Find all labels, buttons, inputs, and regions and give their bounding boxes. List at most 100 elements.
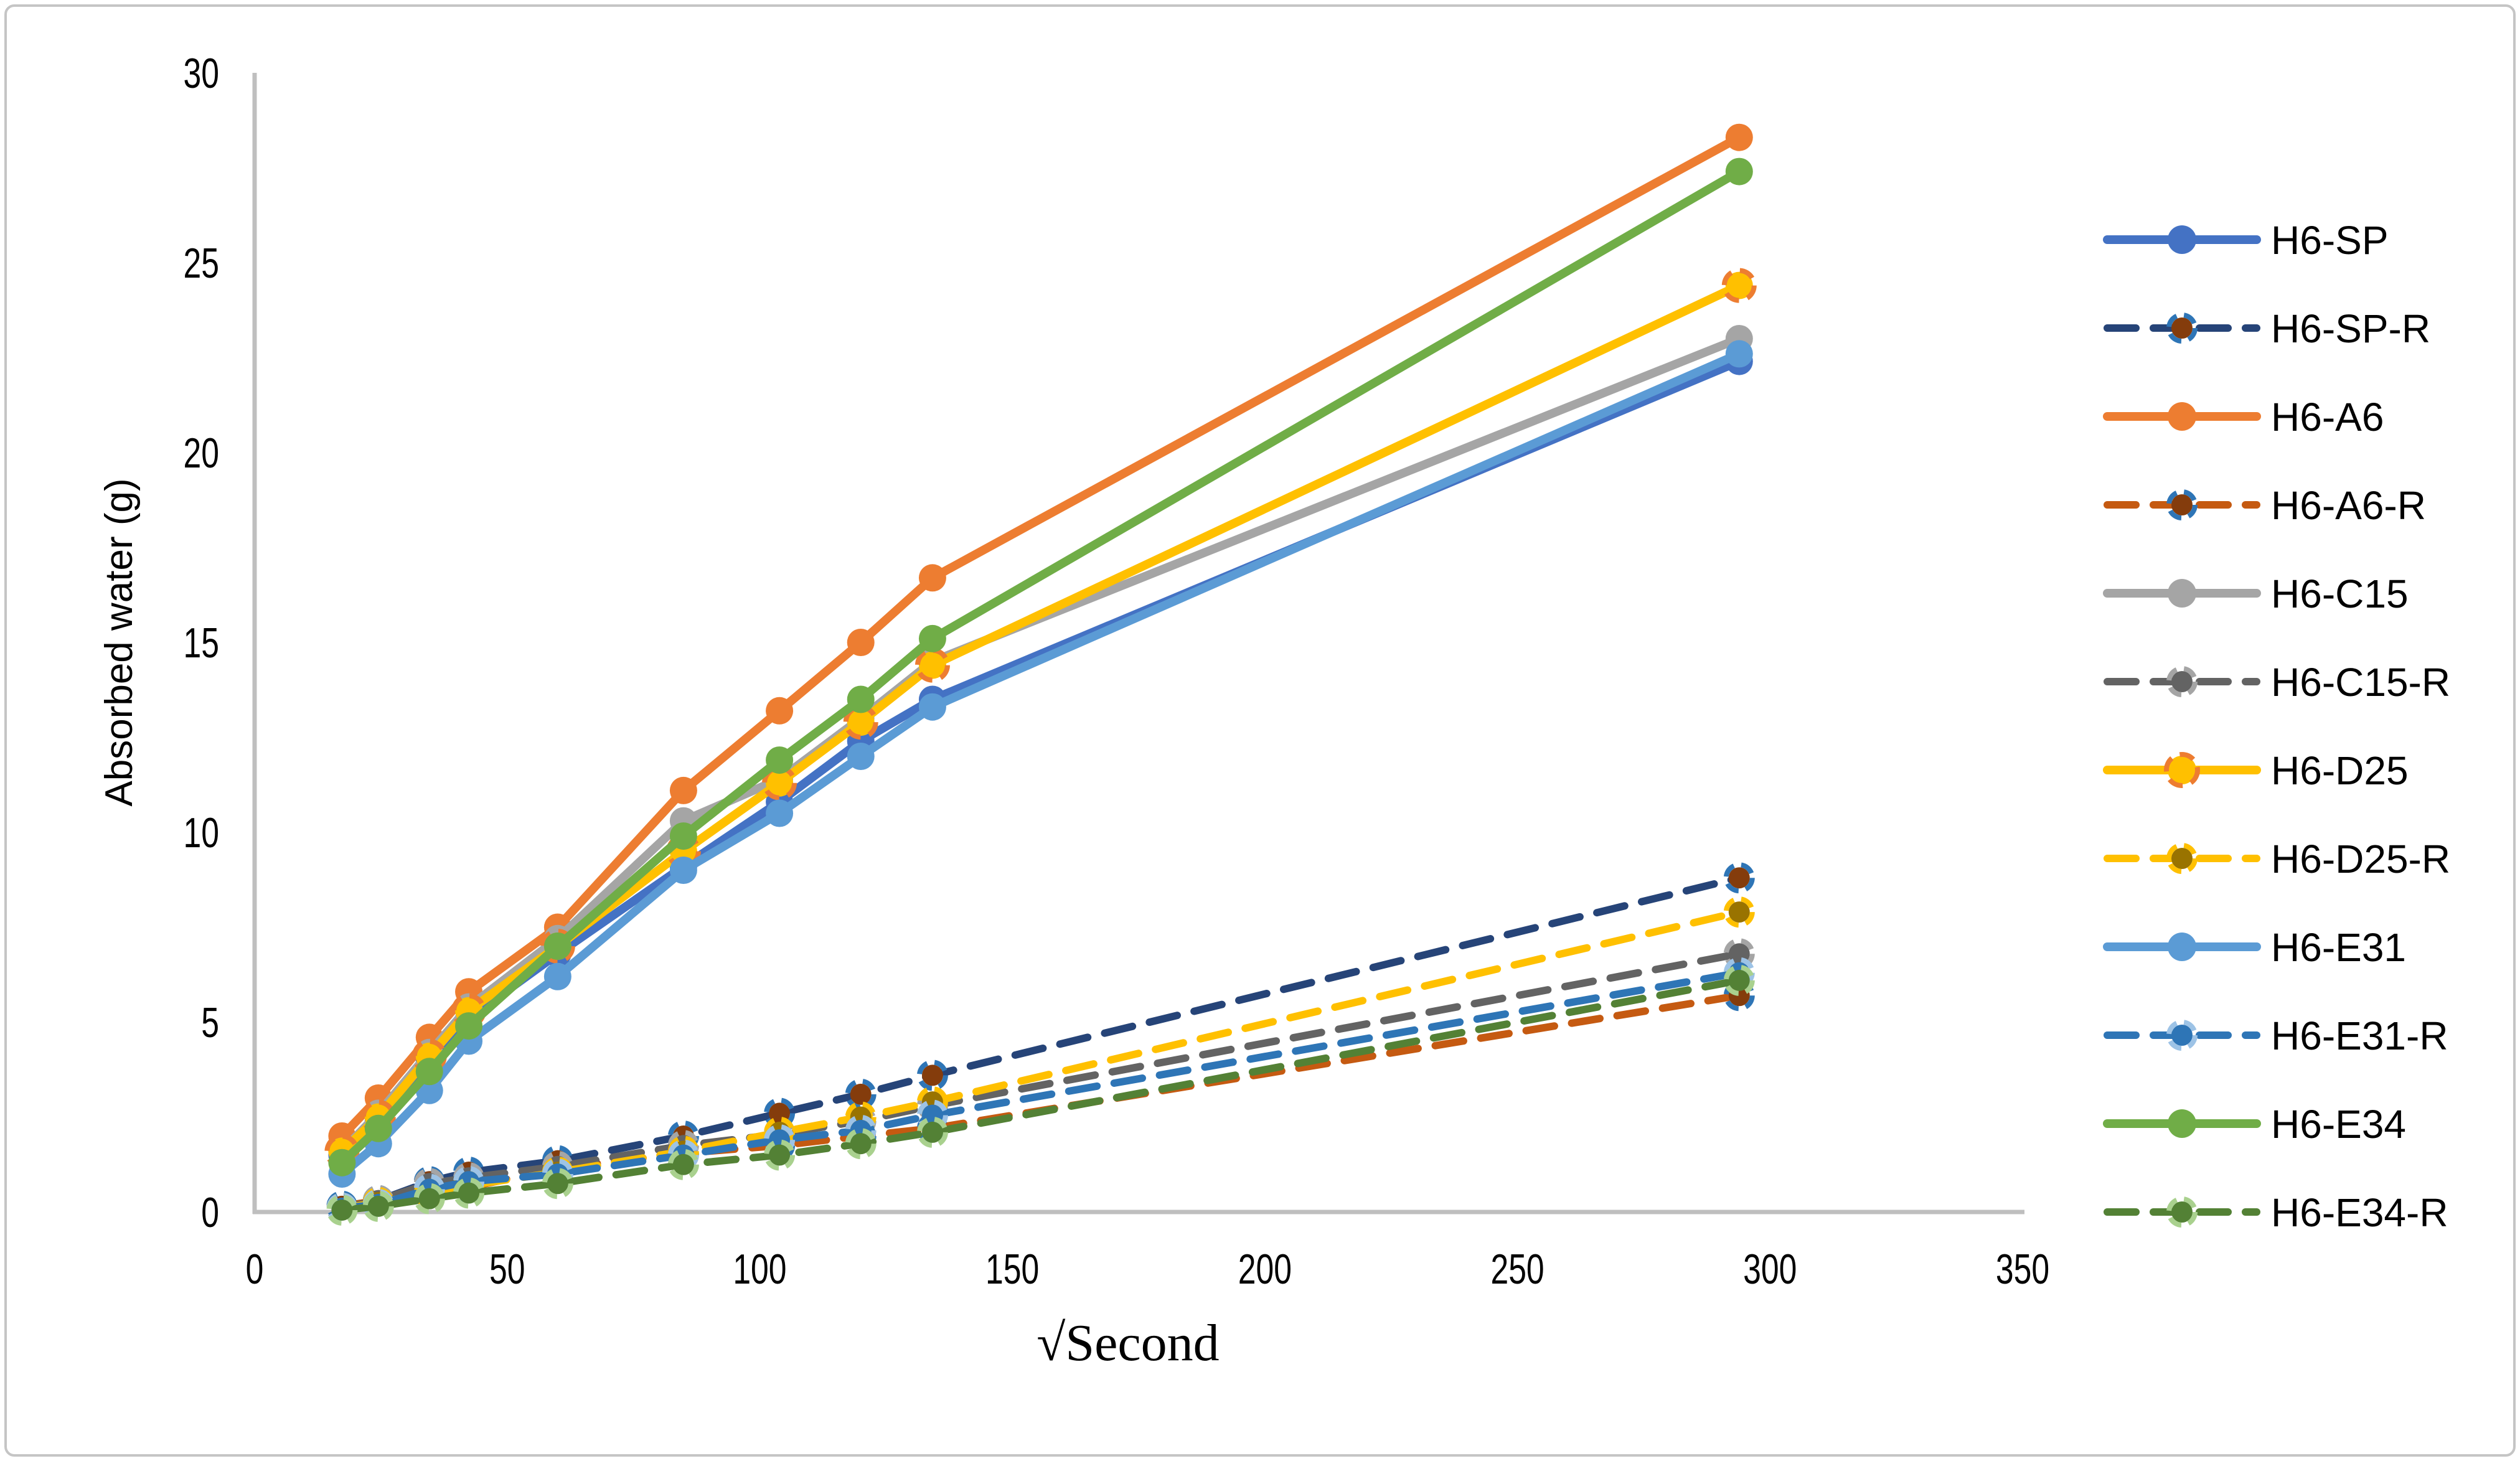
data-point-marker bbox=[458, 1182, 480, 1204]
data-point-marker-ring bbox=[764, 1124, 796, 1156]
series-line bbox=[337, 167, 1744, 1167]
data-point-marker-ring bbox=[916, 1099, 948, 1131]
data-point-marker bbox=[669, 776, 697, 804]
data-point-marker bbox=[918, 651, 946, 679]
data-point-marker bbox=[331, 1199, 353, 1221]
legend-marker bbox=[2171, 848, 2193, 869]
data-point-marker bbox=[766, 697, 794, 725]
legend-marker bbox=[2168, 225, 2196, 254]
data-point-marker bbox=[455, 1012, 483, 1040]
data-point-marker-ring bbox=[916, 1086, 948, 1118]
data-point-marker bbox=[850, 1083, 872, 1105]
legend-marker-ring bbox=[2166, 1020, 2198, 1051]
data-point-marker bbox=[669, 857, 697, 884]
data-point-marker bbox=[766, 799, 794, 827]
legend-marker bbox=[2168, 933, 2196, 961]
legend-label: H6-D25 bbox=[2271, 748, 2409, 793]
data-point-marker bbox=[847, 685, 875, 713]
legend-label: H6-E31 bbox=[2271, 925, 2406, 970]
legend-label: H6-A6 bbox=[2271, 395, 2384, 439]
y-tick-label: 25 bbox=[184, 239, 219, 287]
legend-item-H6-SP-R: H6-SP-R bbox=[2104, 306, 2430, 351]
legend-marker bbox=[2171, 317, 2193, 339]
data-point-marker bbox=[1725, 123, 1753, 151]
data-point-marker-ring bbox=[762, 765, 797, 801]
plot-area bbox=[324, 123, 1757, 1226]
data-point-marker-ring bbox=[667, 1135, 699, 1167]
data-point-marker bbox=[1725, 157, 1753, 186]
data-point-marker bbox=[918, 693, 946, 721]
x-axis-ticks: 0 50 100 150 200 250 300 350 bbox=[246, 1245, 2049, 1293]
data-point-marker bbox=[1728, 969, 1750, 991]
legend-item-H6-E34-R: H6-E34-R bbox=[2104, 1190, 2448, 1235]
legend-label: H6-E34-R bbox=[2271, 1190, 2448, 1235]
series-line bbox=[337, 357, 1744, 1160]
x-tick-label: 200 bbox=[1238, 1245, 1292, 1293]
series-H6-E34 bbox=[328, 157, 1753, 1177]
legend-item-H6-D25: H6-D25 bbox=[2103, 748, 2409, 793]
y-tick-label: 10 bbox=[184, 809, 219, 857]
data-point-marker bbox=[847, 629, 875, 656]
legend: H6-SP H6-SP-R H6-A6 H6-A6-R H6-C15 H6-C15-R H6… bbox=[2103, 218, 2450, 1235]
data-point-marker bbox=[1725, 340, 1753, 368]
legend-marker-ring bbox=[2166, 1196, 2198, 1228]
legend-item-H6-C15: H6-C15 bbox=[2103, 571, 2409, 616]
legend-label: H6-E34 bbox=[2271, 1102, 2406, 1147]
legend-item-H6-A6: H6-A6 bbox=[2103, 395, 2384, 439]
legend-label: H6-A6-R bbox=[2271, 483, 2426, 528]
data-point-marker bbox=[850, 1133, 872, 1155]
data-point-marker bbox=[669, 822, 697, 850]
legend-marker bbox=[2168, 402, 2196, 431]
legend-item-H6-SP: H6-SP bbox=[2103, 218, 2389, 263]
legend-marker-ring bbox=[2166, 843, 2198, 874]
data-point-marker bbox=[364, 1114, 392, 1142]
data-point-marker bbox=[543, 933, 571, 960]
data-point-marker-ring bbox=[1723, 938, 1755, 970]
data-point-marker bbox=[921, 1121, 943, 1143]
legend-marker bbox=[2171, 1025, 2193, 1046]
legend-marker bbox=[2168, 579, 2196, 608]
data-point-marker-ring bbox=[540, 929, 575, 964]
data-point-marker-ring bbox=[453, 1177, 485, 1209]
legend-label: H6-SP-R bbox=[2271, 306, 2430, 351]
legend-marker bbox=[2171, 494, 2193, 515]
data-point-marker bbox=[769, 1144, 791, 1166]
data-point-marker bbox=[918, 624, 946, 652]
legend-label: H6-D25-R bbox=[2271, 837, 2450, 881]
data-point-marker bbox=[921, 1064, 943, 1086]
data-point-marker bbox=[918, 564, 946, 592]
x-axis-title: √Second bbox=[1037, 1314, 1219, 1372]
legend-item-H6-D25-R: H6-D25-R bbox=[2104, 837, 2450, 881]
legend-marker bbox=[2168, 1109, 2196, 1138]
x-tick-label: 250 bbox=[1490, 1245, 1544, 1293]
x-tick-label: 100 bbox=[733, 1245, 786, 1293]
y-tick-label: 15 bbox=[184, 619, 219, 667]
x-tick-label: 0 bbox=[246, 1245, 264, 1293]
data-point-marker-ring bbox=[413, 1183, 445, 1214]
x-tick-label: 300 bbox=[1743, 1245, 1797, 1293]
data-point-marker-ring bbox=[845, 1128, 877, 1160]
series-H6-E31 bbox=[328, 340, 1753, 1188]
legend-item-H6-A6-R: H6-A6-R bbox=[2104, 483, 2426, 528]
data-point-marker-ring bbox=[1721, 268, 1757, 303]
data-point-marker-ring bbox=[1723, 896, 1755, 928]
data-point-marker-ring bbox=[413, 1173, 445, 1205]
data-point-marker bbox=[766, 746, 794, 774]
series-line bbox=[338, 969, 1743, 1212]
legend-label: H6-C15-R bbox=[2271, 660, 2450, 705]
data-point-marker-ring bbox=[845, 1114, 877, 1146]
data-point-marker bbox=[847, 708, 875, 736]
data-point-marker bbox=[1728, 867, 1750, 889]
series-line bbox=[338, 976, 1743, 1214]
legend-marker-ring bbox=[2166, 312, 2198, 344]
data-point-marker-ring bbox=[1723, 964, 1755, 996]
x-tick-label: 150 bbox=[985, 1245, 1039, 1293]
data-point-marker-ring bbox=[1723, 980, 1755, 1012]
data-point-marker-ring bbox=[542, 1168, 573, 1200]
legend-item-H6-C15-R: H6-C15-R bbox=[2104, 660, 2450, 705]
legend-marker bbox=[2171, 1201, 2193, 1223]
legend-marker-ring bbox=[2166, 666, 2198, 697]
x-tick-label: 350 bbox=[1996, 1245, 2049, 1293]
data-point-marker bbox=[847, 743, 875, 770]
